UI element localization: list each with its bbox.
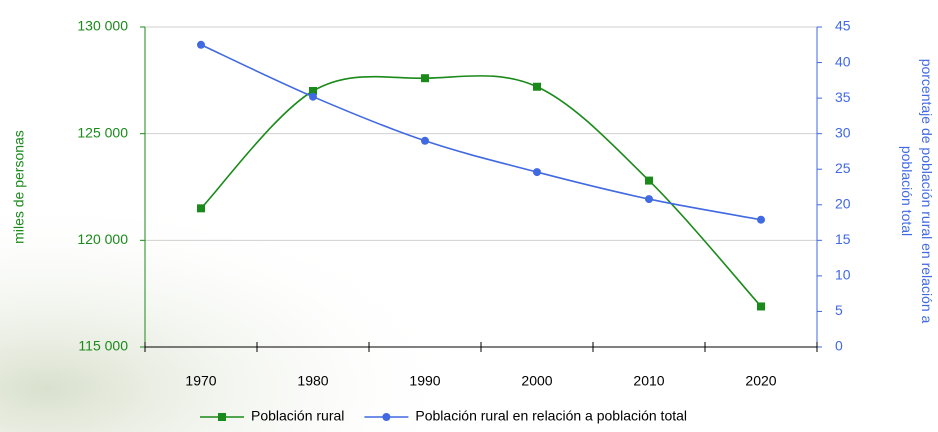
y2-tick-label: 30: [835, 124, 851, 140]
x-tick-label: 1970: [185, 373, 216, 389]
y2-axis-title-line: población total: [899, 146, 915, 236]
y2-tick-label: 35: [835, 89, 851, 105]
point: [309, 92, 317, 101]
y2-tick-label: 15: [835, 231, 851, 247]
legend-marker: [382, 413, 391, 421]
y2-tick-label: 40: [835, 53, 851, 69]
y2-tick-label: 25: [835, 160, 851, 176]
y-tick-label: 115 000: [78, 338, 128, 354]
point: [645, 176, 653, 185]
point: [421, 74, 429, 83]
x-tick-label: 1990: [409, 373, 440, 389]
point: [757, 302, 765, 311]
legend-label: Población rural: [251, 408, 344, 424]
y2-tick-label: 20: [835, 195, 851, 211]
point: [533, 82, 541, 91]
x-tick-label: 1980: [297, 373, 328, 389]
point: [533, 168, 541, 177]
point: [197, 204, 205, 213]
point: [197, 40, 205, 49]
y2-tick-label: 45: [835, 18, 851, 34]
series-line: [200, 75, 762, 307]
y2-tick-label: 0: [835, 338, 843, 354]
y-tick-label: 120 000: [77, 231, 128, 247]
y2-tick-label: 5: [835, 302, 843, 318]
y2-axis-title: porcentaje de población rural en relació…: [899, 59, 935, 324]
point: [645, 195, 653, 204]
y-tick-label: 130 000: [77, 18, 128, 34]
y2-tick-label: 10: [835, 267, 851, 283]
x-tick-label: 2020: [745, 373, 776, 389]
point: [309, 87, 317, 95]
legend-marker: [218, 413, 226, 421]
point: [757, 215, 765, 224]
y-axis-title: miles de personas: [11, 130, 27, 244]
x-tick-label: 2010: [633, 373, 664, 389]
x-tick-label: 2000: [521, 373, 552, 389]
legend-label: Población rural en relación a población …: [415, 408, 687, 424]
y-tick-label: 125 000: [77, 124, 128, 140]
point: [421, 136, 429, 145]
series-line: [200, 44, 762, 221]
y2-axis-title-line: porcentaje de población rural en relació…: [919, 59, 935, 324]
